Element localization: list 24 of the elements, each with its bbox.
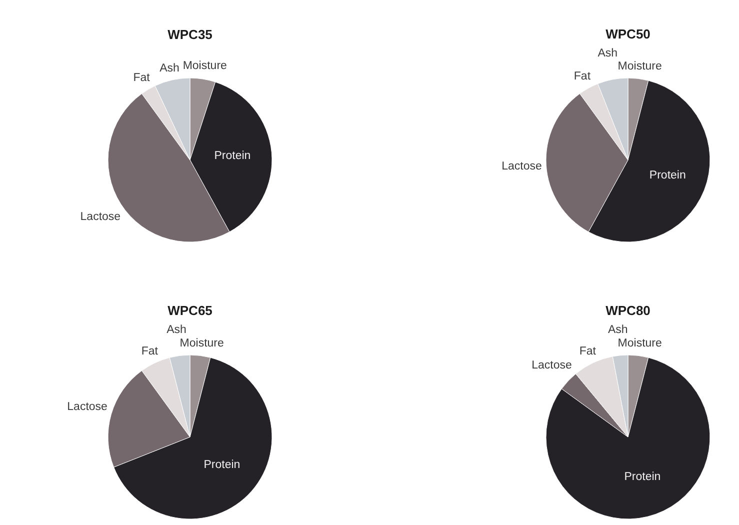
slice-label: Lactose xyxy=(80,210,121,223)
slice-label: Fat xyxy=(579,345,597,358)
chart-title: WPC50 xyxy=(606,26,650,42)
chart-title: WPC80 xyxy=(606,302,650,318)
slice-label: Moisture xyxy=(182,60,227,72)
slice-label: Fat xyxy=(133,72,151,84)
slice-label: Moisture xyxy=(618,60,662,72)
slice-label: Lactose xyxy=(67,401,108,414)
slice-label: Moisture xyxy=(618,337,662,350)
slice-label: Protein xyxy=(624,471,661,484)
slice-label: Ash xyxy=(160,62,180,74)
slice-label: Ash xyxy=(608,324,628,336)
slice-label: Lactose xyxy=(502,160,542,173)
slice-label: Ash xyxy=(598,47,618,60)
chart-title: WPC65 xyxy=(168,302,212,318)
slice-label: Lactose xyxy=(532,359,572,372)
slice-label: Protein xyxy=(649,170,686,182)
slice-label: Moisture xyxy=(180,337,224,350)
chart-title: WPC35 xyxy=(168,27,212,42)
slice-label: Protein xyxy=(214,150,251,162)
slice-label: Fat xyxy=(574,70,592,83)
slice-label: Ash xyxy=(166,324,186,336)
slice-label: Fat xyxy=(141,345,159,358)
slice-label: Protein xyxy=(204,459,240,472)
